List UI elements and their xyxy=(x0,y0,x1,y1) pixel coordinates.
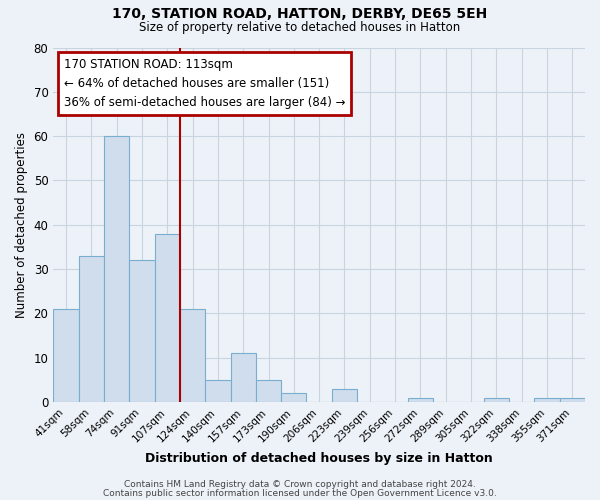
Text: 170, STATION ROAD, HATTON, DERBY, DE65 5EH: 170, STATION ROAD, HATTON, DERBY, DE65 5… xyxy=(112,8,488,22)
Bar xyxy=(205,380,230,402)
Bar xyxy=(129,260,155,402)
Bar xyxy=(53,309,79,402)
Bar xyxy=(535,398,560,402)
Bar xyxy=(560,398,585,402)
Bar xyxy=(180,309,205,402)
Bar xyxy=(484,398,509,402)
Bar xyxy=(155,234,180,402)
Bar xyxy=(256,380,281,402)
Y-axis label: Number of detached properties: Number of detached properties xyxy=(15,132,28,318)
Bar xyxy=(104,136,129,402)
Text: Contains public sector information licensed under the Open Government Licence v3: Contains public sector information licen… xyxy=(103,488,497,498)
Bar xyxy=(79,256,104,402)
X-axis label: Distribution of detached houses by size in Hatton: Distribution of detached houses by size … xyxy=(145,452,493,465)
Text: 170 STATION ROAD: 113sqm
← 64% of detached houses are smaller (151)
36% of semi-: 170 STATION ROAD: 113sqm ← 64% of detach… xyxy=(64,58,346,109)
Text: Size of property relative to detached houses in Hatton: Size of property relative to detached ho… xyxy=(139,21,461,34)
Text: Contains HM Land Registry data © Crown copyright and database right 2024.: Contains HM Land Registry data © Crown c… xyxy=(124,480,476,489)
Bar xyxy=(281,393,307,402)
Bar xyxy=(230,353,256,402)
Bar xyxy=(332,388,357,402)
Bar xyxy=(408,398,433,402)
